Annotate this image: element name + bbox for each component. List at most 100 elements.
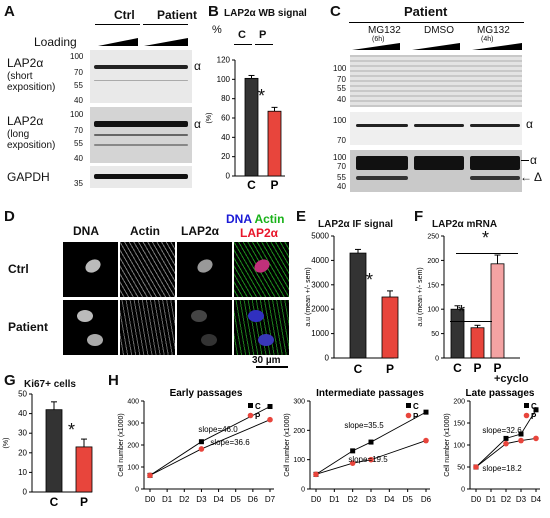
mw-label: 55 — [337, 173, 346, 182]
mw-label: 35 — [74, 179, 83, 188]
y-tick-label: 3000 — [311, 280, 329, 289]
x-tick-label: D0 — [311, 495, 322, 504]
y-tick-label: 0 — [135, 487, 139, 494]
chart-h-early: Early passages 0 100 200 300 400 D0 D1 D2 D3 D4 D5 D… — [118, 388, 276, 504]
data-point-P — [423, 437, 429, 444]
y-tick-label: 200 — [453, 399, 465, 406]
y-tick-label: 0 — [435, 356, 439, 363]
y-axis-label: Cell number (x1000) — [284, 413, 291, 476]
x-tick-label: D2 — [501, 495, 512, 504]
row-label-ctrl: Ctrl — [8, 262, 29, 276]
series-line-C — [315, 411, 427, 475]
legend-label-P: P — [413, 412, 419, 421]
loading-label: Loading — [34, 35, 77, 49]
y-axis-label: Cell number (x1000) — [118, 413, 125, 476]
y-tick-label: 50 — [457, 465, 465, 472]
row2-protein-label: LAP2α — [7, 114, 44, 128]
data-point-C — [533, 407, 539, 413]
panel-b-letter: B — [208, 3, 219, 20]
blot-c-lap2a-long — [350, 150, 522, 192]
data-point-C — [350, 448, 356, 454]
x-tick-label: D1 — [162, 495, 173, 504]
data-point-P — [473, 464, 479, 470]
y-tick-label: 80 — [221, 94, 230, 103]
y-tick-label: 40 — [221, 133, 230, 142]
panel-c-letter: C — [330, 3, 341, 20]
x-tick-label: D3 — [366, 495, 377, 504]
merge-header: DNA Actin — [226, 212, 285, 226]
mw-label: 70 — [74, 126, 83, 135]
band-alpha-pointer — [521, 160, 529, 161]
series-line-C — [475, 409, 537, 468]
x-tick-label: D4 — [384, 495, 395, 504]
y-tick-label: 150 — [453, 421, 465, 428]
x-tick-label: D4 — [213, 495, 224, 504]
blot-lap2a-short — [90, 50, 192, 103]
slope-annotation: slope=35.5 — [344, 421, 384, 430]
row1-protein-label: LAP2α — [7, 56, 44, 70]
x-tick-label: D3 — [516, 495, 527, 504]
x-tick-label: D2 — [348, 495, 359, 504]
x-tick-label: P — [493, 361, 501, 375]
treatment-1-time: (6h) — [372, 36, 385, 43]
bar-2 — [490, 263, 505, 359]
panel-c-wedges — [352, 43, 522, 50]
data-point-P — [503, 440, 509, 447]
x-tick-label: D2 — [179, 495, 190, 504]
legend-label-C: C — [531, 402, 537, 411]
col-header-actin: Actin — [130, 224, 160, 238]
micrograph-ctrl-lap2a — [177, 242, 232, 297]
mw-label: 40 — [74, 96, 83, 105]
band-delta-arrow: ← — [520, 170, 532, 184]
x-tick-label: D6 — [248, 495, 259, 504]
y-tick-label: 1000 — [311, 329, 329, 338]
mw-label: 55 — [337, 84, 346, 93]
data-point-P — [198, 446, 205, 452]
chart-h-intermediate: Intermediate passages 0 100 200 300 D0 D1 D2 D3 D… — [284, 388, 432, 504]
panel-e-title: LAP2α IF signal — [318, 219, 394, 230]
y-tick-label: 100 — [427, 307, 439, 314]
x-tick-label: D4 — [531, 495, 542, 504]
treatment-2-label: DMSO — [424, 25, 454, 36]
slope-annotation: slope=18.2 — [482, 464, 522, 473]
x-tick-label: C — [50, 495, 59, 509]
y-tick-label: 0 — [325, 354, 330, 363]
y-tick-label: 0 — [461, 487, 465, 494]
treatment-1-label: MG132 — [368, 25, 401, 36]
scale-bar-label: 30 µm — [252, 355, 281, 366]
y-tick-label: 20 — [18, 448, 27, 457]
chart-b: 0 20 40 60 80 100 120 (%) C P — [206, 56, 285, 192]
panel-b-legend-c: C — [238, 29, 246, 41]
micrograph-patient-actin — [120, 300, 175, 355]
y-tick-label: 60 — [221, 114, 230, 123]
y-tick-label: 150 — [427, 282, 439, 289]
blot-gapdh — [90, 166, 192, 188]
panel-f-title: LAP2α mRNA — [432, 219, 498, 230]
x-tick-label: C — [354, 362, 363, 376]
band-alpha-label: α — [194, 59, 201, 73]
blot-lap2a-long — [90, 107, 192, 163]
y-tick-label: 4000 — [311, 256, 329, 265]
y-tick-label: 100 — [293, 457, 305, 464]
row-label-patient: Patient — [8, 320, 49, 334]
y-tick-label: 200 — [127, 443, 139, 450]
treatment-3-label: MG132 — [477, 25, 510, 36]
data-point-C — [503, 435, 509, 441]
chart-title: Late passages — [466, 388, 535, 399]
row3-protein-label: GAPDH — [7, 170, 50, 184]
data-point-P — [313, 471, 319, 478]
y-tick-label: 250 — [427, 234, 439, 241]
data-point-P — [518, 437, 524, 444]
x-tick-label: C — [247, 178, 256, 192]
col-header-lap2a: LAP2α — [181, 224, 220, 238]
chart-title: Intermediate passages — [316, 388, 424, 399]
legend-label-C: C — [413, 402, 419, 411]
y-axis-label: a.u (mean +/- sem) — [417, 267, 424, 326]
mw-label: 100 — [333, 153, 347, 162]
bar-0 — [349, 252, 367, 359]
y-tick-label: 100 — [217, 75, 231, 84]
group-patient-label: Patient — [157, 8, 198, 22]
loading-wedge-patient — [144, 38, 188, 46]
treatment-3-time: (4h) — [481, 36, 494, 43]
